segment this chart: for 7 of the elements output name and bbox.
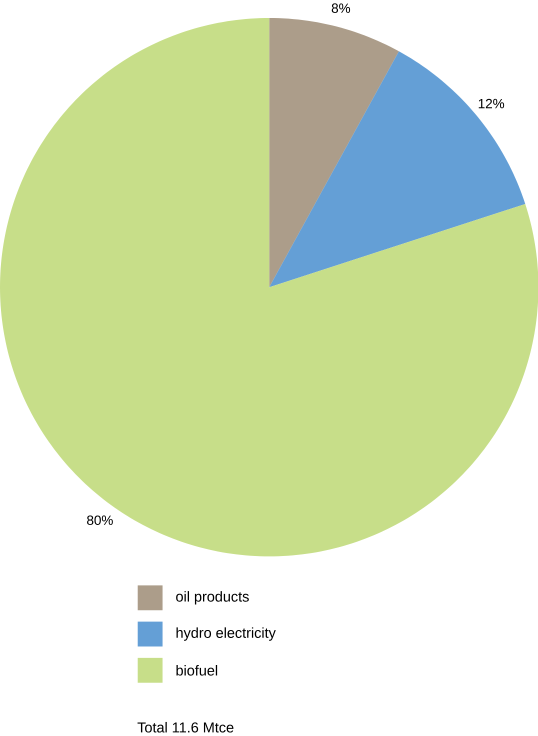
legend-label: biofuel: [176, 665, 217, 676]
data-label: 12%: [478, 98, 504, 108]
data-label: 80%: [86, 515, 113, 525]
legend-label: oil products: [176, 591, 249, 605]
legend-label: hydro electricity: [176, 627, 276, 641]
text: Total 11.6 Mtce: [137, 722, 234, 733]
data-label: 8%: [332, 3, 350, 13]
